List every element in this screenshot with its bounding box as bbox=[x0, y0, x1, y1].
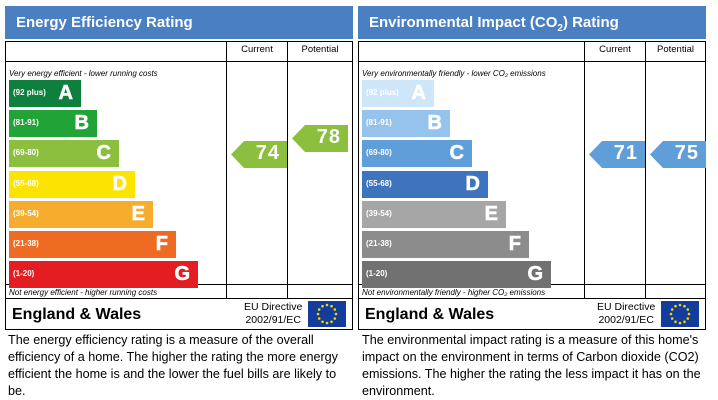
band-letter: G bbox=[527, 263, 543, 286]
band-letter: E bbox=[484, 202, 498, 225]
eu-directive: EU Directive 2002/91/EC bbox=[597, 301, 656, 326]
current-column-header: Current bbox=[241, 44, 273, 55]
eu-flag-icon bbox=[308, 301, 346, 327]
band-range-label: (92 plus) bbox=[366, 88, 399, 97]
band-range-label: (39-54) bbox=[366, 208, 392, 218]
band-range-label: (81-91) bbox=[13, 118, 39, 128]
rating-band-e: (39-54) E bbox=[9, 200, 153, 228]
energy-title: Energy Efficiency Rating bbox=[5, 6, 353, 39]
band-range-label: (21-38) bbox=[13, 239, 39, 248]
energy-description: The energy efficiency rating is a measur… bbox=[8, 333, 338, 398]
band-letter: F bbox=[155, 233, 168, 256]
band-letter: D bbox=[465, 172, 480, 195]
region-label: England & Wales bbox=[365, 306, 495, 323]
environment-chart: Current Potential Very environmentally f… bbox=[358, 41, 706, 299]
rating-band-d: (55-68) D bbox=[9, 170, 135, 198]
rating-band-a: (92 plus) A bbox=[9, 80, 81, 107]
band-range-label: (55-68) bbox=[13, 178, 39, 188]
rating-band-c: (69-80) C bbox=[362, 140, 472, 168]
rating-band-b: (81-91) B bbox=[9, 110, 97, 138]
top-note: Very environmentally friendly - lower CO… bbox=[362, 69, 546, 78]
rating-value: 74 bbox=[255, 142, 280, 165]
band-letter: A bbox=[58, 82, 73, 105]
band-range-label: (1-20) bbox=[366, 269, 388, 279]
band-letter: G bbox=[174, 263, 190, 286]
band-letter: C bbox=[96, 142, 111, 165]
energy-footer: England & Wales EU Directive 2002/91/EC bbox=[5, 299, 353, 330]
rating-band-g: (1-20) G bbox=[9, 261, 198, 289]
band-letter: F bbox=[508, 233, 521, 256]
band-range-label: (55-68) bbox=[366, 178, 392, 188]
band-letter: B bbox=[427, 112, 442, 135]
energy-chart: Current Potential Very energy efficient … bbox=[5, 41, 353, 299]
environment-description: The environmental impact rating is a mea… bbox=[362, 333, 701, 398]
potential-rating-arrow: 78 bbox=[292, 125, 348, 153]
band-range-label: (69-80) bbox=[13, 148, 39, 158]
potential-column-header: Potential bbox=[301, 44, 339, 55]
rating-value: 71 bbox=[613, 142, 638, 165]
bottom-note: Not environmentally friendly - higher CO… bbox=[362, 288, 546, 297]
rating-band-a: (92 plus) A bbox=[362, 80, 434, 107]
band-letter: E bbox=[131, 202, 145, 225]
rating-band-f: (21-38) F bbox=[362, 231, 529, 258]
rating-value: 78 bbox=[316, 126, 341, 149]
potential-column-header: Potential bbox=[657, 44, 694, 55]
current-column-header: Current bbox=[599, 44, 631, 55]
rating-band-b: (81-91) B bbox=[362, 110, 450, 138]
band-range-label: (69-80) bbox=[366, 148, 392, 158]
rating-band-c: (69-80) C bbox=[9, 140, 119, 168]
band-range-label: (92 plus) bbox=[13, 88, 46, 97]
eu-flag-icon bbox=[661, 301, 699, 327]
rating-band-f: (21-38) F bbox=[9, 231, 176, 258]
rating-band-d: (55-68) D bbox=[362, 170, 488, 198]
current-rating-arrow: 71 bbox=[589, 141, 645, 169]
band-letter: B bbox=[74, 112, 89, 135]
environment-footer: England & Wales EU Directive 2002/91/EC bbox=[358, 299, 706, 330]
rating-band-g: (1-20) G bbox=[362, 261, 551, 289]
rating-value: 75 bbox=[674, 142, 699, 165]
environment-title: Environmental Impact (CO2) Rating bbox=[358, 6, 706, 39]
band-letter: D bbox=[112, 172, 127, 195]
bottom-note: Not energy efficient - higher running co… bbox=[9, 288, 158, 297]
band-range-label: (39-54) bbox=[13, 208, 39, 218]
environmental-impact-panel: Environmental Impact (CO2) Rating Curren… bbox=[358, 6, 706, 330]
band-range-label: (1-20) bbox=[13, 269, 35, 279]
region-label: England & Wales bbox=[12, 306, 142, 323]
potential-rating-arrow: 75 bbox=[650, 141, 706, 169]
top-note: Very energy efficient - lower running co… bbox=[9, 69, 158, 78]
band-letter: A bbox=[411, 82, 426, 105]
band-range-label: (21-38) bbox=[366, 239, 392, 248]
energy-efficiency-panel: Energy Efficiency Rating Current Potenti… bbox=[5, 6, 353, 330]
rating-band-e: (39-54) E bbox=[362, 200, 506, 228]
current-rating-arrow: 74 bbox=[231, 141, 287, 169]
eu-directive: EU Directive 2002/91/EC bbox=[244, 301, 303, 326]
band-range-label: (81-91) bbox=[366, 118, 392, 128]
band-letter: C bbox=[449, 142, 464, 165]
